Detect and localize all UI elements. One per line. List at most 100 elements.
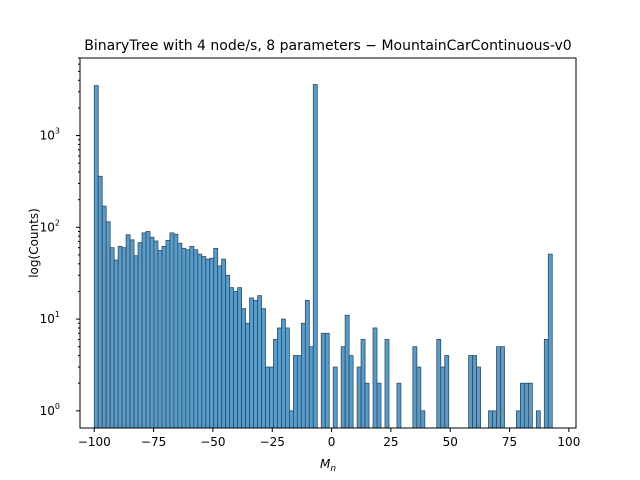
histogram-bar [277,327,282,429]
histogram-bar [105,221,111,429]
plot-frame [79,57,577,429]
histogram-bar [412,346,418,429]
histogram-bar [193,249,199,429]
histogram-bar [300,322,306,429]
histogram-bar [288,410,294,429]
histogram-bar [165,240,171,429]
x-tick-label: 50 [443,435,458,449]
histogram-bar [384,339,390,429]
histogram-bar [205,258,211,429]
x-axis-title-main: M [320,457,331,471]
histogram-bar [245,322,250,429]
histogram-bar [296,355,302,429]
histogram-bar [257,295,262,429]
histogram-bar [360,339,366,429]
histogram-bar [364,382,370,429]
histogram-bar [535,410,541,429]
histogram-bar [543,339,549,429]
histogram-bar [93,85,99,429]
histogram-bar [217,265,223,429]
histogram-bar [420,410,426,429]
histogram-bar [527,382,533,429]
histogram-bar [237,287,243,429]
histogram-bar [253,299,258,429]
histogram-bar [436,339,442,429]
histogram-bar [101,205,107,429]
histogram-bar [292,355,298,429]
histogram-bar [221,258,227,429]
histogram-bar [153,240,159,429]
histogram-bar [547,253,553,429]
histogram-bar [121,247,127,429]
histogram-bar [472,355,477,429]
histogram-bar [113,259,119,429]
histogram-bar [476,366,481,429]
histogram-bar [396,382,402,429]
histogram-bar [189,245,195,429]
histogram-bar [516,410,521,429]
histogram-bar [229,287,235,429]
histogram-bar [97,175,103,429]
histogram-bar [157,250,163,429]
histogram-bar [185,249,191,429]
histogram-bar [500,346,505,429]
y-axis-title: log(Counts) [27,208,41,278]
histogram-bar [281,318,286,429]
histogram-bar [173,233,179,429]
chart-title: BinaryTree with 4 node/s, 8 parameters −… [84,38,571,54]
histogram-bar [356,366,362,429]
histogram-bar [149,236,155,429]
x-tick-label: 100 [557,435,580,449]
x-axis-title: Mn [320,457,336,474]
histogram-bar [261,308,266,429]
histogram-bar [129,239,135,429]
histogram-bar [141,232,147,429]
x-axis-title-subscript: n [330,464,336,474]
histogram-bar [265,366,270,429]
x-tick-label: −25 [260,435,285,449]
histogram-bar [308,346,314,429]
histogram-bar [197,253,203,429]
histogram-bar [145,231,151,429]
x-tick-label: −50 [200,435,225,449]
histogram-bar [241,308,246,429]
histogram-bar [209,257,215,429]
histogram-bar [523,382,529,429]
histogram-bar [201,256,207,429]
histogram-bar [376,382,382,429]
histogram-bar [344,314,350,429]
histogram-bar [496,346,501,429]
histogram-bar [233,291,239,429]
histogram-bar [213,247,219,429]
histogram-bar [304,299,310,429]
histogram-bar [177,242,183,429]
histogram-bar [372,327,378,429]
x-tick-label: −75 [141,435,166,449]
histogram-bar [137,242,143,429]
histogram-bar [324,332,330,429]
histogram-bar [225,274,231,429]
histogram-bar [416,366,422,429]
histogram-bar [169,232,175,429]
histogram-bar [492,410,497,429]
histogram-bar [440,366,446,429]
histogram-bar [117,245,123,429]
histogram-bar [340,346,346,429]
histogram-bar [109,247,115,429]
histogram-bar [273,339,278,429]
x-axis: −100 −75 −50 −25 0 25 50 75 100 [78,428,580,449]
histogram-bar [249,297,254,429]
x-tick-label: 75 [502,435,517,449]
histogram-bar [332,366,338,429]
histogram-bar [312,84,318,429]
histogram-bar [488,410,493,429]
x-tick-label: 25 [383,435,398,449]
histogram-bar [133,255,139,429]
histogram-bar [348,355,354,429]
histogram-bar [444,355,450,429]
histogram-bar [269,366,274,429]
histogram-bar [285,327,290,429]
x-tick-label: 0 [328,435,336,449]
histogram-bar [125,234,131,429]
